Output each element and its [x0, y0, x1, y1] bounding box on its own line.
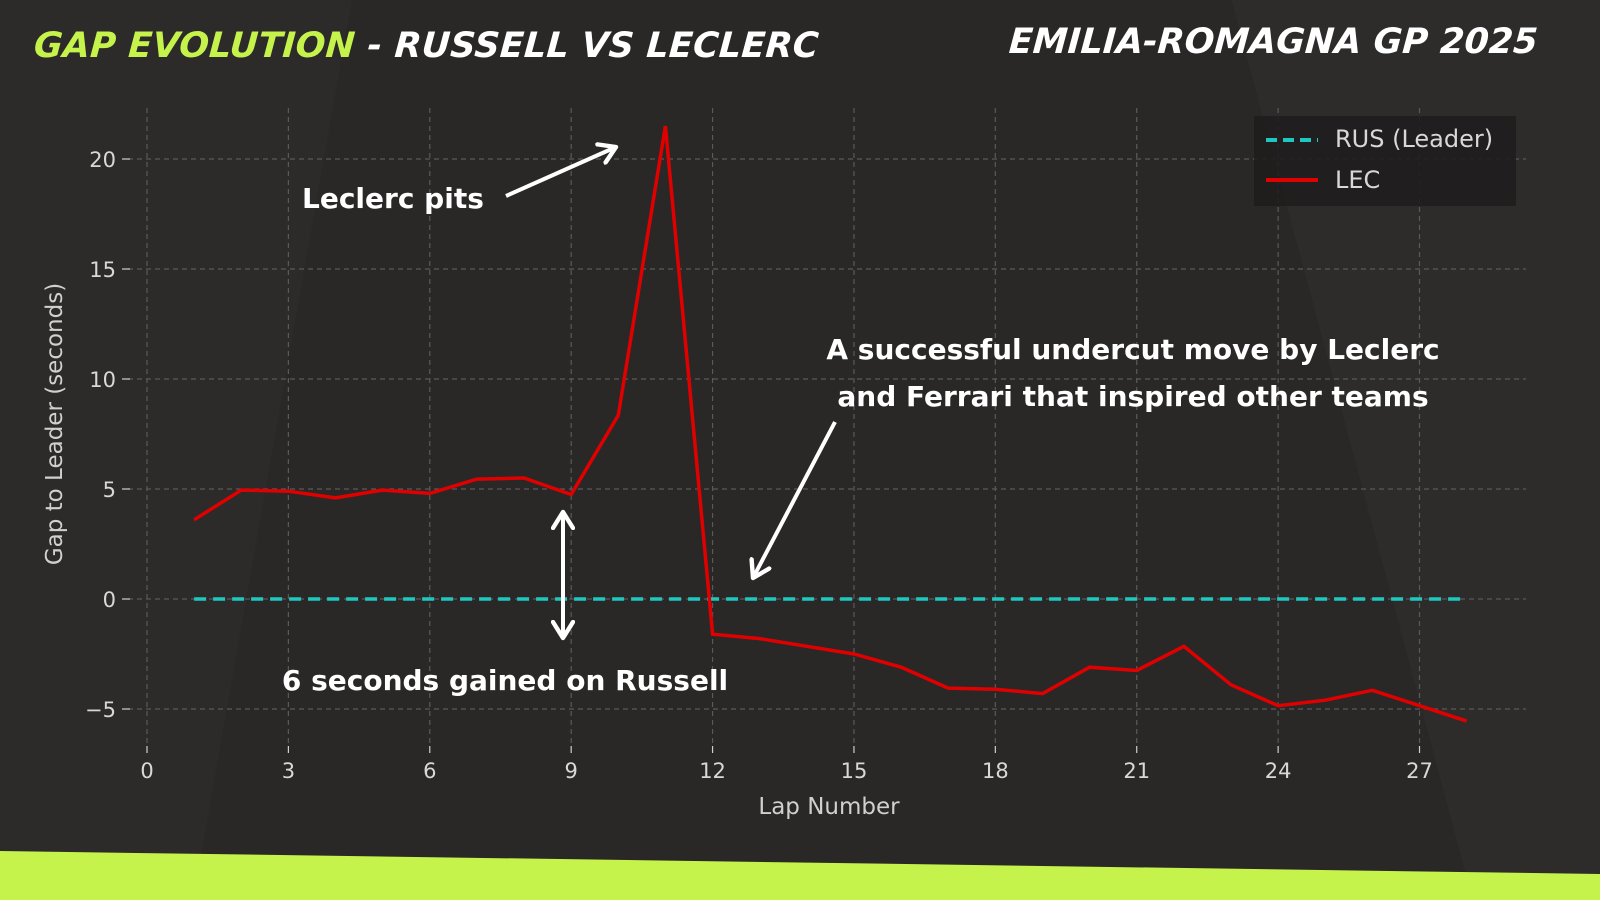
y-axis-label: Gap to Leader (seconds) — [42, 283, 68, 565]
x-axis-label: Lap Number — [758, 794, 900, 820]
arrow-pit-icon — [505, 147, 616, 198]
x-axis-ticks: 0 3 6 9 12 15 18 21 24 27 — [140, 746, 1433, 783]
x-tick-label: 6 — [423, 759, 436, 783]
legend-lec-label: LEC — [1335, 166, 1380, 194]
x-tick-label: 0 — [140, 759, 153, 783]
annotation-undercut-line2: and Ferrari that inspired other teams — [837, 380, 1428, 413]
y-tick-label: 15 — [89, 258, 116, 282]
accent-stripe — [0, 851, 1600, 900]
legend-box — [1254, 116, 1516, 206]
legend: RUS (Leader) LEC — [1254, 116, 1516, 206]
arrow-undercut-icon — [753, 421, 837, 578]
x-tick-label: 15 — [841, 759, 868, 783]
y-tick-label: 5 — [103, 478, 116, 502]
x-tick-label: 27 — [1406, 759, 1433, 783]
y-axis-ticks: −5 0 5 10 15 20 — [85, 148, 130, 722]
annotation-undercut-line1: A successful undercut move by Leclerc — [826, 333, 1439, 366]
x-tick-label: 24 — [1265, 759, 1292, 783]
x-tick-label: 3 — [282, 759, 295, 783]
series-lec-line — [193, 125, 1468, 723]
y-tick-label: −5 — [85, 698, 116, 722]
x-tick-label: 21 — [1123, 759, 1150, 783]
annotation-pit: Leclerc pits — [302, 182, 484, 215]
y-tick-label: 10 — [89, 368, 116, 392]
y-tick-label: 0 — [103, 588, 116, 612]
annotation-gain: 6 seconds gained on Russell — [282, 664, 728, 697]
x-tick-label: 9 — [564, 759, 577, 783]
x-tick-label: 12 — [699, 759, 726, 783]
series-lines — [193, 125, 1468, 723]
x-tick-label: 18 — [982, 759, 1009, 783]
y-tick-label: 20 — [89, 148, 116, 172]
legend-rus-label: RUS (Leader) — [1335, 125, 1493, 153]
